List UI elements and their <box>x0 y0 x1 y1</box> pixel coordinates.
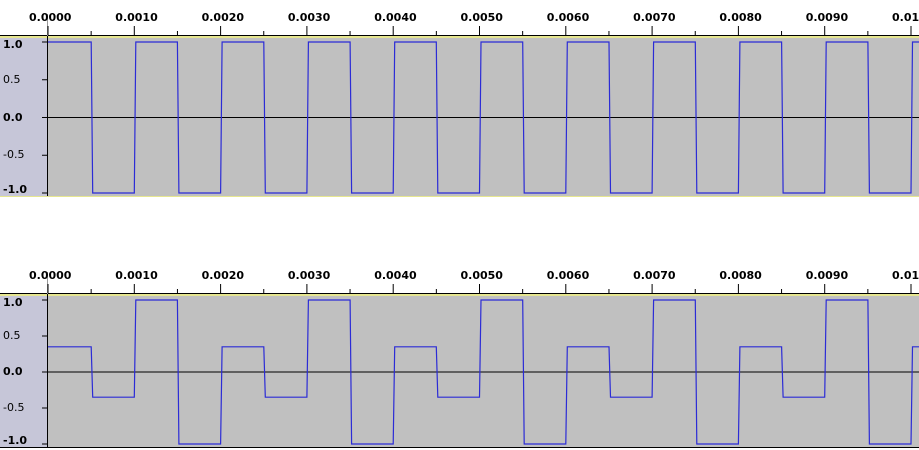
amplitude-label: -1.0 <box>3 434 28 447</box>
ruler-tick-label: 0.0070 <box>633 269 676 282</box>
ruler-tick-label: 0.0080 <box>719 269 762 282</box>
ruler-ticks <box>0 272 919 294</box>
amplitude-label: 0.5 <box>3 329 21 342</box>
ruler-tick-label: 0.0070 <box>633 11 676 24</box>
amplitude-label: 1.0 <box>3 38 23 51</box>
ruler-tick-label: 0.0080 <box>719 11 762 24</box>
waveform-area[interactable]: 1.0 0.5 0.0 -0.5 -1.0 <box>0 36 919 197</box>
amplitude-label: -0.5 <box>3 148 25 162</box>
ruler-tick-label: 0.0000 <box>29 269 72 282</box>
ruler-tick-label: 0.0010 <box>115 11 158 24</box>
amplitude-label: 0.0 <box>3 365 23 378</box>
track-bg <box>47 294 919 448</box>
ruler-tick-label: 0.0000 <box>29 11 72 24</box>
waveform-line <box>48 41 919 194</box>
timeline-ruler[interactable]: 0.0000 0.0010 0.0020 0.0030 0.0040 0.0050 0.00… <box>0 0 919 36</box>
ruler-tick-label: 0.0040 <box>374 269 417 282</box>
track-bottom-highlight <box>0 196 919 197</box>
timeline-ruler[interactable]: 0.0000 0.0010 0.0020 0.0030 0.0040 0.0050 0.00… <box>0 258 919 294</box>
ruler-tick-label: 0.0040 <box>374 11 417 24</box>
ruler-tick-label: 0.0030 <box>287 11 331 24</box>
ruler-tick-label: 0.0010 <box>115 269 158 282</box>
ruler-tick-label: 0.0020 <box>201 11 245 24</box>
track-bg <box>47 36 919 197</box>
waveform-area[interactable]: 1.0 0.5 0.0 -0.5 -1.0 <box>0 294 919 448</box>
ruler-tick-label: 0.0090 <box>805 269 849 282</box>
vertical-ruler-bg <box>0 294 47 448</box>
amplitude-label: 0.0 <box>3 110 23 124</box>
ruler-tick-label: 0.0090 <box>805 11 849 24</box>
amplitude-label: -1.0 <box>3 183 28 196</box>
waveform-plot[interactable] <box>0 36 919 197</box>
ruler-tick-label: 0.0060 <box>546 269 590 282</box>
ruler-tick-label: 0.0050 <box>460 269 503 282</box>
amplitude-label: 1.0 <box>3 296 23 309</box>
ruler-ticks <box>0 14 919 36</box>
waveform-line <box>48 299 919 445</box>
ruler-tick-label: 0.0050 <box>460 11 503 24</box>
amplitude-label: 0.5 <box>3 72 21 86</box>
amplitude-label: -0.5 <box>3 401 25 414</box>
ruler-tick-label: 0.0020 <box>201 269 245 282</box>
track-top-border <box>0 294 919 296</box>
vertical-ruler-bg <box>0 36 47 197</box>
ruler-tick-label: 0.0060 <box>546 11 590 24</box>
waveform-plot[interactable] <box>0 294 919 448</box>
track-top-border <box>0 36 919 38</box>
ruler-tick-label: 0.0030 <box>287 269 331 282</box>
